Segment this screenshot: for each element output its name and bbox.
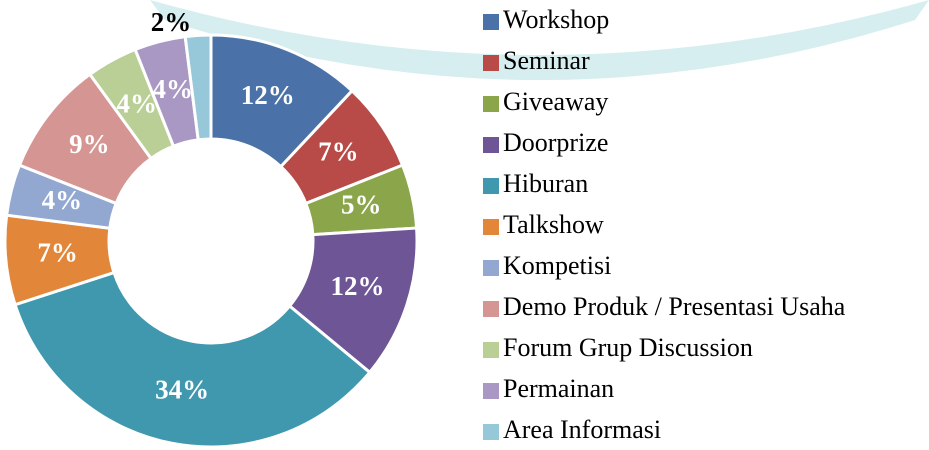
legend-swatch bbox=[483, 301, 499, 317]
data-label: 4% bbox=[117, 88, 158, 118]
legend: Workshop Seminar Giveaway Doorprize Hiburan T… bbox=[483, 5, 846, 444]
legend-label: Talkshow bbox=[503, 210, 604, 239]
data-label: 12% bbox=[330, 271, 384, 301]
legend-swatch bbox=[483, 424, 499, 440]
data-label: 4% bbox=[42, 185, 83, 215]
legend-swatch bbox=[483, 342, 499, 358]
data-label: 2% bbox=[151, 7, 192, 37]
legend-swatch bbox=[483, 260, 499, 276]
data-label: 7% bbox=[37, 238, 78, 268]
legend-swatch bbox=[483, 383, 499, 399]
data-label: 9% bbox=[69, 129, 110, 159]
legend-label: Kompetisi bbox=[503, 251, 611, 280]
background-arc bbox=[150, 0, 929, 80]
legend-label: Area Informasi bbox=[503, 415, 661, 444]
legend-swatch bbox=[483, 178, 499, 194]
data-label: 7% bbox=[318, 137, 359, 167]
legend-label: Workshop bbox=[503, 5, 609, 34]
slice bbox=[13, 270, 372, 449]
legend-swatch bbox=[483, 219, 499, 235]
legend-swatch bbox=[483, 55, 499, 71]
legend-swatch bbox=[483, 96, 499, 112]
legend-label: Hiburan bbox=[503, 169, 588, 198]
data-label: 12% bbox=[241, 80, 295, 110]
data-label: 4% bbox=[152, 74, 193, 104]
data-label: 34% bbox=[155, 374, 209, 404]
data-label: 5% bbox=[341, 190, 382, 220]
legend-swatch bbox=[483, 14, 499, 30]
slice bbox=[183, 33, 213, 142]
legend-label: Giveaway bbox=[503, 87, 608, 116]
legend-label: Forum Grup Discussion bbox=[503, 333, 753, 362]
legend-label: Seminar bbox=[503, 46, 590, 75]
legend-swatch bbox=[483, 137, 499, 153]
legend-label: Permainan bbox=[503, 374, 614, 403]
legend-label: Doorprize bbox=[503, 128, 608, 157]
legend-label: Demo Produk / Presentasi Usaha bbox=[503, 292, 846, 321]
donut: 12%7%5%12%34%7%4%9%4%4%2% bbox=[3, 7, 419, 449]
